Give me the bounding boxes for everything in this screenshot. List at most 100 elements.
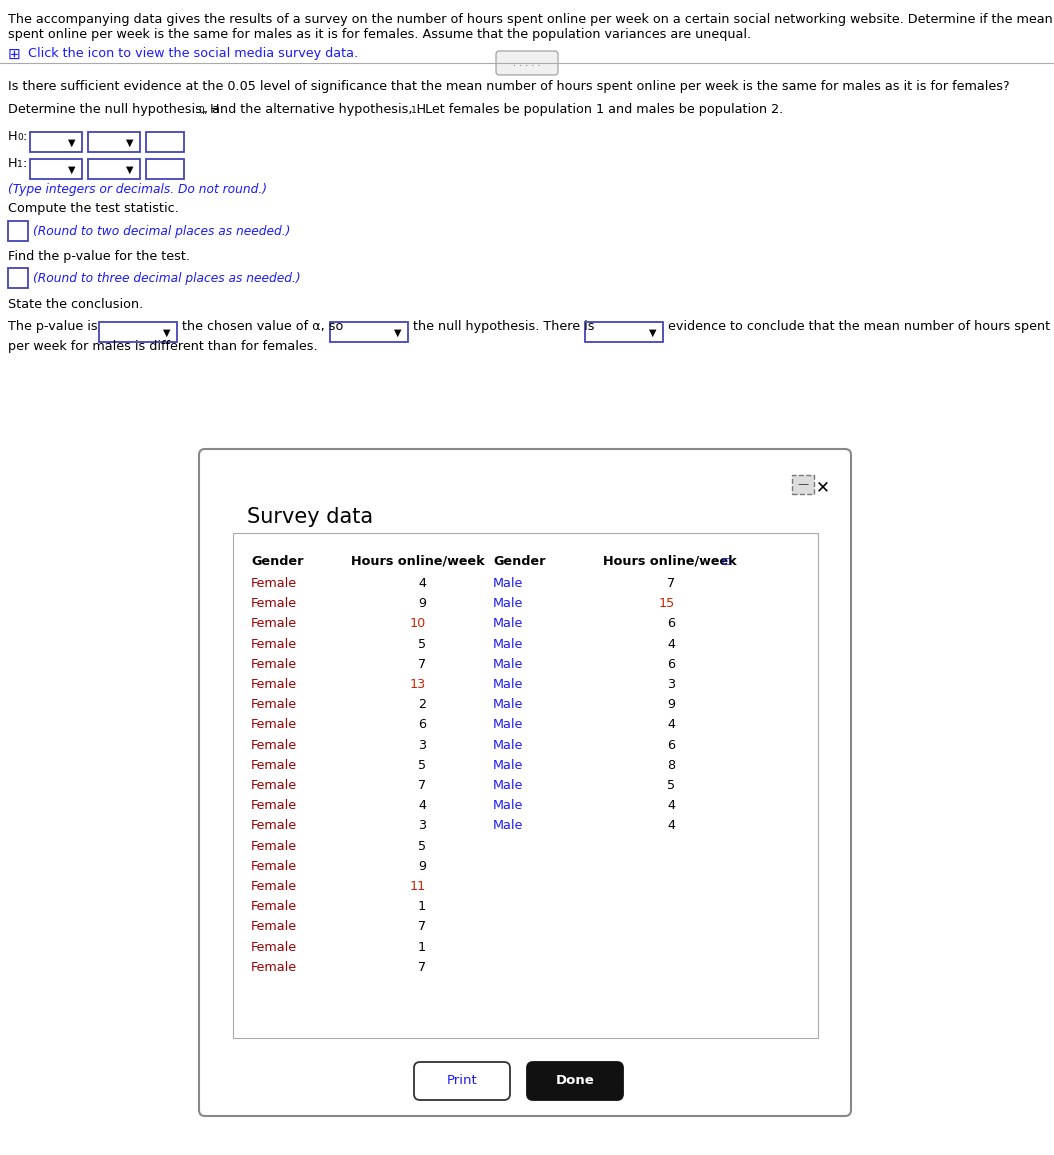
Text: Female: Female xyxy=(251,961,297,974)
Text: 5: 5 xyxy=(417,840,426,852)
Text: 7: 7 xyxy=(417,658,426,671)
Text: 4: 4 xyxy=(418,578,426,590)
FancyBboxPatch shape xyxy=(30,159,82,179)
Text: 4: 4 xyxy=(667,819,675,833)
Text: 4: 4 xyxy=(667,718,675,731)
Text: Male: Male xyxy=(493,597,524,610)
Text: Male: Male xyxy=(493,718,524,731)
Text: 13: 13 xyxy=(410,678,426,691)
Text: Female: Female xyxy=(251,618,297,631)
Text: 5: 5 xyxy=(417,638,426,650)
Text: ▼: ▼ xyxy=(69,137,76,148)
Text: per week for males is different than for females.: per week for males is different than for… xyxy=(8,340,317,353)
Text: evidence to conclude that the mean number of hours spent online: evidence to conclude that the mean numbe… xyxy=(668,320,1054,333)
Text: Male: Male xyxy=(493,819,524,833)
Text: Compute the test statistic.: Compute the test statistic. xyxy=(8,202,179,215)
Text: . Let females be population 1 and males be population 2.: . Let females be population 1 and males … xyxy=(417,103,783,116)
Text: 6: 6 xyxy=(667,738,675,752)
Text: State the conclusion.: State the conclusion. xyxy=(8,298,143,311)
Text: :: : xyxy=(22,131,26,143)
FancyBboxPatch shape xyxy=(792,475,814,494)
Text: 9: 9 xyxy=(667,699,675,711)
Text: The p-value is: The p-value is xyxy=(8,320,98,333)
Text: the chosen value of α, so: the chosen value of α, so xyxy=(182,320,344,333)
FancyBboxPatch shape xyxy=(8,221,28,241)
FancyBboxPatch shape xyxy=(8,268,28,288)
Text: Male: Male xyxy=(493,699,524,711)
Text: Survey data: Survey data xyxy=(247,507,373,527)
Text: ▼: ▼ xyxy=(163,328,171,338)
Text: , and the alternative hypothesis, H: , and the alternative hypothesis, H xyxy=(204,103,426,116)
Text: Female: Female xyxy=(251,880,297,893)
Text: 6: 6 xyxy=(418,718,426,731)
Text: 7: 7 xyxy=(667,578,675,590)
Text: ▼: ▼ xyxy=(649,328,657,338)
Text: Done: Done xyxy=(555,1074,594,1088)
FancyBboxPatch shape xyxy=(527,1061,623,1100)
Text: . . . . .: . . . . . xyxy=(513,58,541,68)
Text: 5: 5 xyxy=(667,778,675,792)
Text: (Type integers or decimals. Do not round.): (Type integers or decimals. Do not round… xyxy=(8,182,267,196)
Text: H: H xyxy=(8,131,18,143)
Text: 10: 10 xyxy=(410,618,426,631)
Text: Female: Female xyxy=(251,578,297,590)
Text: (Round to three decimal places as needed.): (Round to three decimal places as needed… xyxy=(33,271,300,285)
Text: Click the icon to view the social media survey data.: Click the icon to view the social media … xyxy=(28,47,358,60)
FancyBboxPatch shape xyxy=(233,532,818,1038)
Text: ⊞: ⊞ xyxy=(8,47,21,62)
Text: Female: Female xyxy=(251,738,297,752)
Text: 4: 4 xyxy=(418,799,426,812)
Text: Male: Male xyxy=(493,618,524,631)
Text: Male: Male xyxy=(493,658,524,671)
Text: 4: 4 xyxy=(667,638,675,650)
Text: Male: Male xyxy=(493,778,524,792)
Text: Find the p-value for the test.: Find the p-value for the test. xyxy=(8,249,190,263)
Text: 5: 5 xyxy=(417,759,426,772)
Text: Male: Male xyxy=(493,678,524,691)
Text: ▼: ▼ xyxy=(126,165,134,176)
Text: Male: Male xyxy=(493,799,524,812)
Text: Female: Female xyxy=(251,921,297,933)
Text: ✕: ✕ xyxy=(816,478,829,495)
Text: 15: 15 xyxy=(659,597,675,610)
Text: ▼: ▼ xyxy=(126,137,134,148)
Text: 2: 2 xyxy=(418,699,426,711)
Text: 1: 1 xyxy=(417,900,426,914)
Text: Male: Male xyxy=(493,759,524,772)
Text: Hours online/week: Hours online/week xyxy=(351,556,485,568)
Text: Female: Female xyxy=(251,699,297,711)
Text: ▼: ▼ xyxy=(394,328,402,338)
Text: Female: Female xyxy=(251,940,297,954)
Text: Male: Male xyxy=(493,738,524,752)
Text: 7: 7 xyxy=(417,778,426,792)
Text: 6: 6 xyxy=(667,618,675,631)
Text: 1: 1 xyxy=(411,106,416,116)
Text: 8: 8 xyxy=(667,759,675,772)
Text: 0: 0 xyxy=(198,106,203,116)
FancyBboxPatch shape xyxy=(147,159,184,179)
Text: —: — xyxy=(798,479,808,489)
Text: Female: Female xyxy=(251,759,297,772)
Text: Female: Female xyxy=(251,900,297,914)
FancyBboxPatch shape xyxy=(87,132,140,152)
Text: Male: Male xyxy=(493,638,524,650)
Text: Female: Female xyxy=(251,859,297,873)
Text: 3: 3 xyxy=(667,678,675,691)
FancyBboxPatch shape xyxy=(414,1061,510,1100)
Text: Female: Female xyxy=(251,819,297,833)
FancyBboxPatch shape xyxy=(99,322,177,342)
Text: ▼: ▼ xyxy=(69,165,76,176)
Text: ⊡: ⊡ xyxy=(721,557,729,567)
Text: 7: 7 xyxy=(417,961,426,974)
Text: Female: Female xyxy=(251,778,297,792)
FancyBboxPatch shape xyxy=(87,159,140,179)
Text: Female: Female xyxy=(251,718,297,731)
Text: the null hypothesis. There is: the null hypothesis. There is xyxy=(413,320,594,333)
Text: 1: 1 xyxy=(17,161,23,169)
Text: Female: Female xyxy=(251,678,297,691)
Text: Male: Male xyxy=(493,578,524,590)
FancyBboxPatch shape xyxy=(30,132,82,152)
Text: Gender: Gender xyxy=(493,556,546,568)
Text: 6: 6 xyxy=(667,658,675,671)
Text: spent online per week is the same for males as it is for females. Assume that th: spent online per week is the same for ma… xyxy=(8,28,752,40)
